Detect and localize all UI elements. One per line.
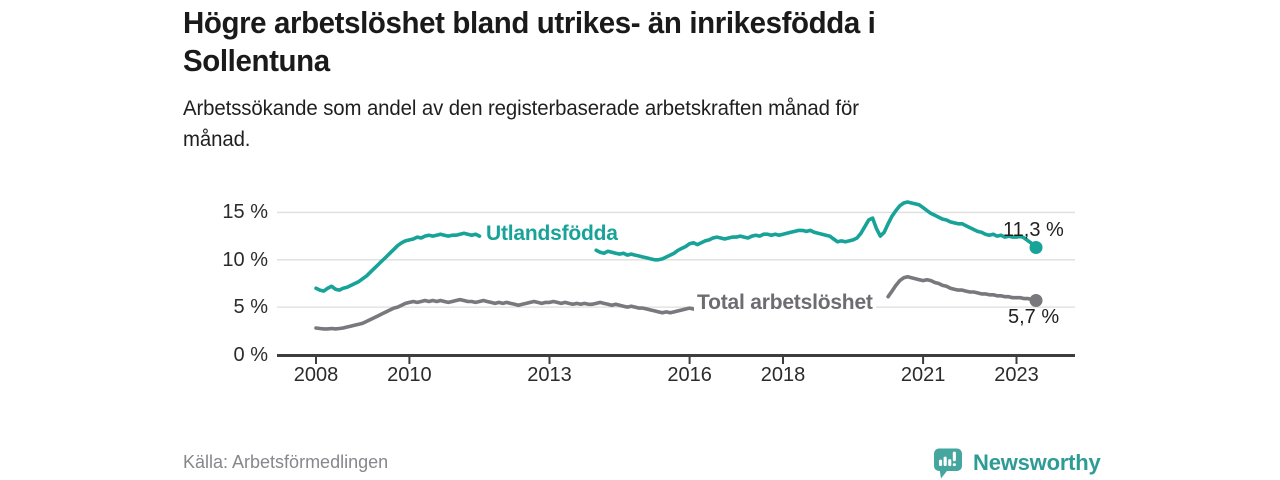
series-line-0-seg-1: [594, 200, 1038, 262]
bar-chart-bubble-icon: [934, 448, 962, 479]
x-axis-label-2013: 2013: [527, 364, 572, 386]
y-axis-label-15: 15 %: [222, 201, 268, 224]
subtitle-line-1: Arbetssökande som andel av den registerb…: [183, 97, 859, 120]
x-axis-label-2010: 2010: [387, 364, 432, 386]
newsworthy-wordmark: Newsworthy: [973, 450, 1101, 475]
series-line-1-seg-0: [314, 297, 696, 331]
x-axis-label-2021: 2021: [900, 364, 946, 386]
series-end-dot-1: [1029, 294, 1043, 308]
x-axis-label-2016: 2016: [667, 364, 712, 386]
y-axis-label-10: 10 %: [222, 248, 268, 271]
series-label-utlandsfodda: Utlandsfödda: [483, 222, 621, 245]
end-value-total: 5,7 %: [1008, 306, 1060, 328]
x-axis-label-2008: 2008: [293, 364, 339, 386]
x-axis-label-2018: 2018: [760, 364, 806, 386]
series-label-total-arbetsloshet: Total arbetslöshet: [694, 291, 876, 314]
source-note: Källa: Arbetsförmedlingen: [183, 452, 389, 472]
x-axis-label-2023: 2023: [994, 364, 1039, 386]
end-value-utlandsfodda: 11,3 %: [1003, 219, 1064, 241]
series-line-1-seg-1: [886, 274, 1038, 303]
y-axis-label-5: 5 %: [233, 296, 268, 319]
newsworthy-logo: Newsworthy: [933, 447, 1101, 480]
title-line-2: Sollentuna: [183, 43, 330, 78]
series-end-dot-0: [1029, 240, 1043, 254]
page-title: Högre arbetslöshet bland utrikes- än inr…: [183, 4, 1133, 80]
title-line-1: Högre arbetslöshet bland utrikes- än inr…: [183, 5, 876, 40]
series-line-0-seg-0: [314, 231, 482, 293]
subtitle-line-2: månad.: [183, 128, 251, 151]
y-axis-label-0: 0 %: [233, 343, 268, 366]
chart-subtitle: Arbetssökande som andel av den registerb…: [183, 93, 1056, 155]
